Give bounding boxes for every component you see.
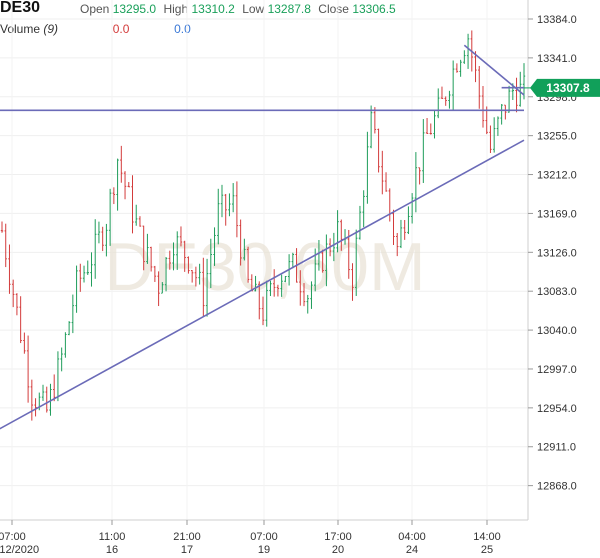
low-value: 13287.8 [267,2,311,16]
x-tick-time: 04:00 [398,531,426,543]
y-tick-label: 12911.0 [537,442,576,454]
last-price-badge [530,78,600,97]
y-tick-label: 13040.0 [537,325,577,337]
x-tick-date: 11/12/2020 [0,544,39,556]
x-tick-time: 07:00 [250,531,278,543]
low-label: Low [242,2,265,16]
trendline-falling-resistance[interactable] [463,44,525,96]
y-tick-label: 12954.0 [537,403,577,415]
y-tick-label: 12997.0 [537,364,577,376]
y-tick-label: 13255.0 [537,131,577,143]
last-price-marker: 13307.8 [524,78,600,97]
x-tick-date: 25 [481,544,493,556]
close-label: Close [318,2,349,16]
x-tick-time: 07:00 [0,531,26,543]
x-tick-time: 11:00 [99,531,126,543]
x-tick-time: 21:00 [173,531,201,543]
x-tick-date: 16 [106,544,118,556]
grid [0,0,528,520]
high-value: 13310.2 [191,2,235,16]
close-value: 13306.5 [352,2,396,16]
x-tick-date: 20 [332,544,344,556]
x-tick-time: 17:00 [324,531,352,543]
volume-red-value: 0.0 [112,22,130,36]
y-tick-label: 13169.0 [537,208,577,220]
x-tick-date: 17 [181,544,193,556]
x-axis: 07:0011/12/202011:001621:001707:001917:0… [0,520,501,556]
open-value: 13295.0 [112,2,157,16]
y-tick-label: 12868.0 [537,481,577,493]
y-tick-label: 13384.0 [537,14,577,26]
watermark: DE30,60M [104,229,425,305]
open-label: Open [80,2,110,16]
trendlines[interactable] [0,44,525,430]
last-price-label: 13307.8 [546,81,590,95]
y-tick-label: 13083.0 [537,286,577,298]
x-tick-time: 14:00 [473,531,501,543]
symbol-label: DE30 [0,0,41,16]
ohlc-readout: Open 13295.0 High 13310.2 Low 13287.8 Cl… [80,2,396,16]
trendline-rising-support[interactable] [0,139,525,430]
y-tick-label: 13126.0 [537,247,577,259]
y-tick-label: 13212.0 [537,170,577,182]
volume-label: Volume [0,22,41,36]
volume-period: (9) [43,22,59,36]
candles [0,30,526,421]
high-label: High [163,2,189,16]
chart-header: DE30 Open 13295.0 High 13310.2 Low 13287… [0,0,528,40]
y-tick-label: 13341.0 [537,53,577,65]
x-tick-date: 19 [258,544,270,556]
x-tick-date: 24 [406,544,418,556]
